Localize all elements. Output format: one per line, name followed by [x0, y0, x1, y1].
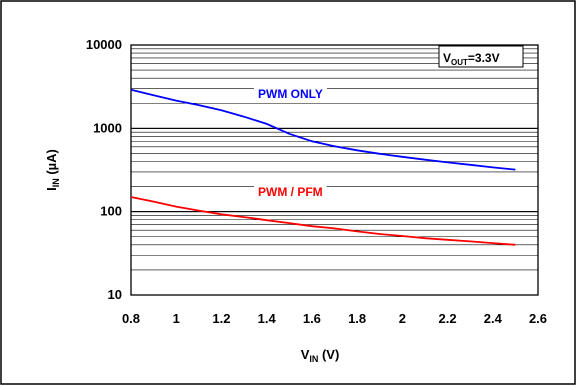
series-label-0: PWM ONLY: [258, 87, 323, 101]
x-tick-label: 1: [173, 311, 180, 326]
x-tick-label: 2.2: [439, 311, 457, 326]
x-axis-label: VIN (V): [301, 347, 340, 364]
x-tick-label: 2.6: [529, 311, 547, 326]
y-tick-labels: 10 100 1000 10000: [86, 37, 122, 302]
y-tick-label: 10000: [86, 37, 122, 52]
series-label-bg: [254, 183, 327, 201]
series-line-1: [130, 196, 516, 246]
x-tick-label: 1.6: [303, 311, 321, 326]
vout-annotation: VOUT=3.3V: [438, 45, 524, 68]
series-line-0: [130, 88, 516, 171]
x-tick-label: 2.4: [484, 311, 503, 326]
plot-area-border: [130, 44, 539, 296]
x-tick-label: 1.2: [212, 311, 230, 326]
x-tick-label: 0.8: [122, 311, 140, 326]
x-tick-label: 2: [399, 311, 406, 326]
series-labels: PWM ONLY PWM / PFM: [254, 85, 327, 201]
x-tick-label: 1.4: [258, 311, 277, 326]
y-axis-label: IIN (µA): [44, 149, 61, 191]
vout-annotation-text: VOUT=3.3V: [443, 51, 500, 67]
y-tick-label: 1000: [93, 120, 122, 135]
x-tick-label: 1.8: [348, 311, 366, 326]
series-label-1: PWM / PFM: [258, 185, 323, 199]
series-label-bg: [254, 85, 327, 103]
series-layer: [130, 88, 516, 246]
y-tick-label: 100: [100, 204, 122, 219]
x-tick-labels: 0.8 1 1.2 1.4 1.6 1.8 2 2.2 2.4 2.6: [122, 311, 547, 326]
y-tick-label: 10: [108, 287, 122, 302]
